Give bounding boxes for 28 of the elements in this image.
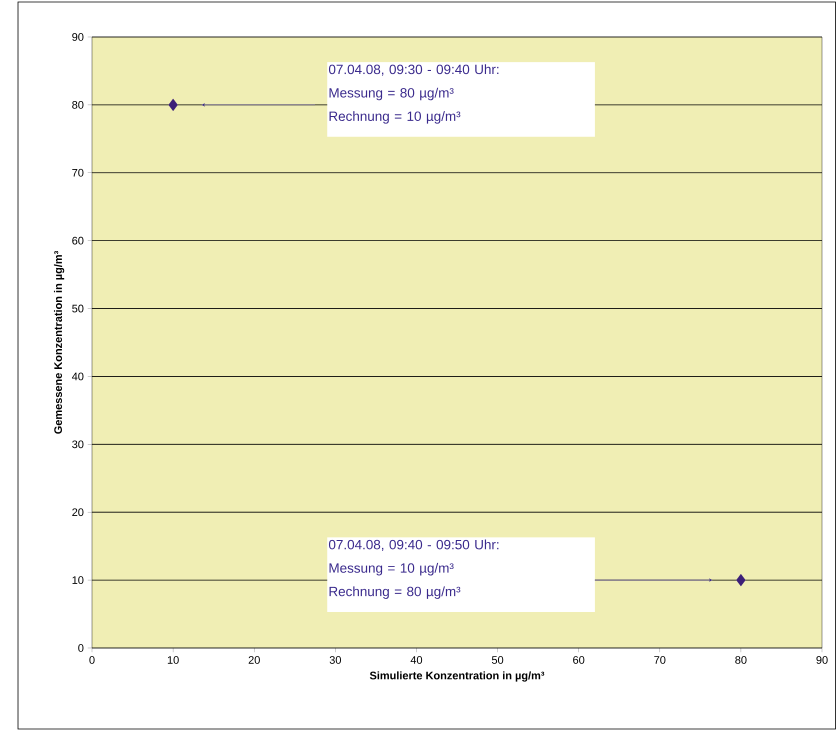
y-tick-label: 50 (72, 304, 84, 312)
y-tick-label: 30 (72, 440, 84, 448)
y-tick-label: 60 (72, 236, 84, 245)
y-tick-label: 40 (72, 372, 84, 380)
annotation: Rechnung = 10 µg/m³ (330, 111, 460, 124)
annotation: Rechnung = 80 µg/m³ (330, 586, 460, 599)
y-tick-label: 0 (78, 644, 84, 652)
x-tick-label: 50 (492, 656, 504, 664)
x-tick-label: 20 (248, 656, 260, 664)
y-tick-label: 20 (72, 508, 84, 516)
x-tick-label: 10 (168, 656, 179, 664)
x-tick-label: 30 (330, 656, 341, 664)
y-tick-label: 80 (72, 101, 84, 109)
annotation: 07.04.08, 09:40 - 09:50 Uhr: (328, 540, 498, 551)
annotation: Messung = 80 µg/m³ (330, 88, 454, 100)
x-tick-label: 0 (89, 656, 95, 664)
x-tick-label: 80 (735, 656, 747, 664)
y-tick-label: 70 (72, 168, 84, 177)
annotation: Messung = 10 µg/m³ (330, 562, 454, 576)
x-tick-label: 70 (654, 656, 666, 664)
y-axis-title: Gemessene Konzentration in µg/m³ (54, 250, 64, 434)
y-tick-label: 10 (72, 576, 84, 584)
x-axis-title: Simulierte Konzentration in µg/m³ (370, 671, 544, 682)
x-tick-label: 60 (573, 656, 584, 664)
x-tick-label: 40 (410, 656, 422, 664)
annotation: 07.04.08, 09:30 - 09:40 Uhr: (328, 64, 498, 76)
x-tick-label: 90 (816, 656, 828, 664)
y-tick-label: 90 (72, 33, 84, 41)
